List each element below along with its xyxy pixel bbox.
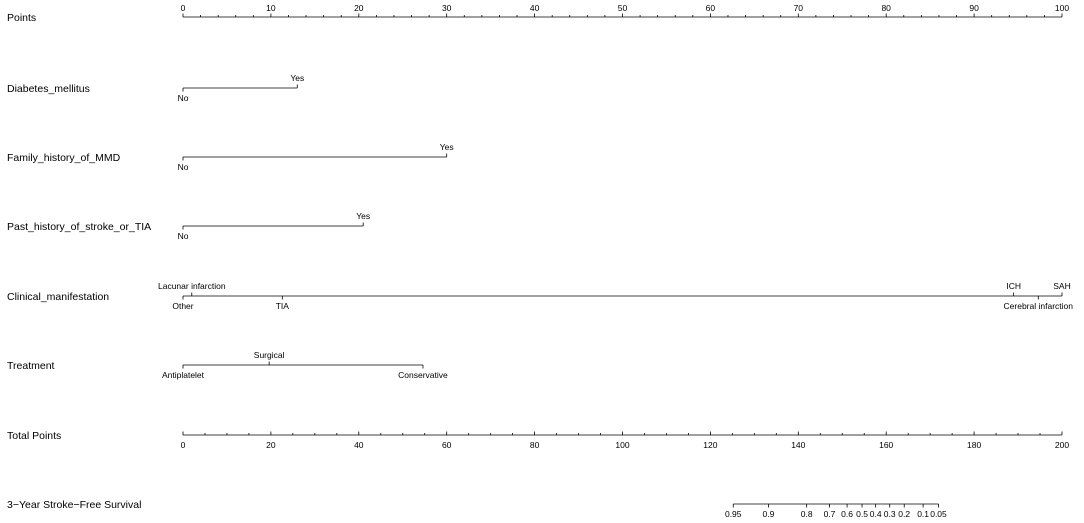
points-axis-tick-label: 80: [881, 3, 891, 13]
points-axis-tick-label: 100: [1055, 3, 1069, 13]
points-axis-tick-label: 0: [181, 3, 186, 13]
total-points-tick-label: 0: [181, 440, 186, 450]
level-label: No: [178, 162, 189, 172]
level-label: Other: [172, 301, 193, 311]
total-points-tick-label: 200: [1055, 440, 1069, 450]
survival-tick-label: 0.8: [801, 509, 813, 519]
points-axis-tick-label: 20: [354, 3, 364, 13]
survival-tick-label: 0.7: [824, 509, 836, 519]
survival-tick-label: 0.4: [870, 509, 882, 519]
total-points-tick-label: 40: [354, 440, 364, 450]
survival-label: 3−Year Stroke−Free Survival: [7, 499, 141, 511]
points-row-label: Points: [7, 12, 36, 24]
level-label: TIA: [276, 301, 290, 311]
level-label: Conservative: [398, 370, 448, 380]
total-points-tick-label: 120: [703, 440, 717, 450]
survival-tick-label: 0.5: [856, 509, 868, 519]
level-label: Antiplatelet: [162, 370, 205, 380]
level-label: No: [178, 231, 189, 241]
level-label: Cerebral infarction: [1004, 301, 1074, 311]
variable-label: Family_history_of_MMD: [7, 152, 121, 164]
survival-tick-label: 0.1: [917, 509, 929, 519]
total-points-tick-label: 60: [442, 440, 452, 450]
survival-tick-label: 0.9: [762, 509, 774, 519]
level-label: Yes: [356, 211, 370, 221]
points-axis-tick-label: 30: [442, 3, 452, 13]
total-points-tick-label: 80: [530, 440, 540, 450]
level-label: No: [178, 93, 189, 103]
level-label: Yes: [440, 142, 454, 152]
survival-tick-label: 0.2: [898, 509, 910, 519]
total-points-tick-label: 100: [615, 440, 629, 450]
total-points-tick-label: 140: [791, 440, 805, 450]
level-label: Lacunar infarction: [158, 281, 226, 291]
points-axis-tick-label: 10: [266, 3, 276, 13]
survival-tick-label: 0.3: [884, 509, 896, 519]
points-axis-tick-label: 70: [794, 3, 804, 13]
total-points-tick-label: 20: [266, 440, 276, 450]
survival-tick-label: 0.95: [725, 509, 742, 519]
level-label: ICH: [1006, 281, 1021, 291]
variable-label: Clinical_manifestation: [7, 291, 109, 303]
level-label: SAH: [1053, 281, 1070, 291]
variable-label: Treatment: [7, 360, 55, 372]
level-label: Surgical: [254, 350, 285, 360]
points-axis-tick-label: 50: [618, 3, 628, 13]
points-axis-tick-label: 60: [706, 3, 716, 13]
survival-tick-label: 0.05: [930, 509, 947, 519]
survival-tick-label: 0.6: [841, 509, 853, 519]
variable-label: Diabetes_mellitus: [7, 83, 90, 95]
points-axis-tick-label: 90: [969, 3, 979, 13]
points-axis-tick-label: 40: [530, 3, 540, 13]
level-label: Yes: [290, 73, 304, 83]
total-points-tick-label: 180: [967, 440, 981, 450]
total-points-label: Total Points: [7, 430, 61, 442]
variable-label: Past_history_of_stroke_or_TIA: [7, 221, 151, 233]
total-points-tick-label: 160: [879, 440, 893, 450]
